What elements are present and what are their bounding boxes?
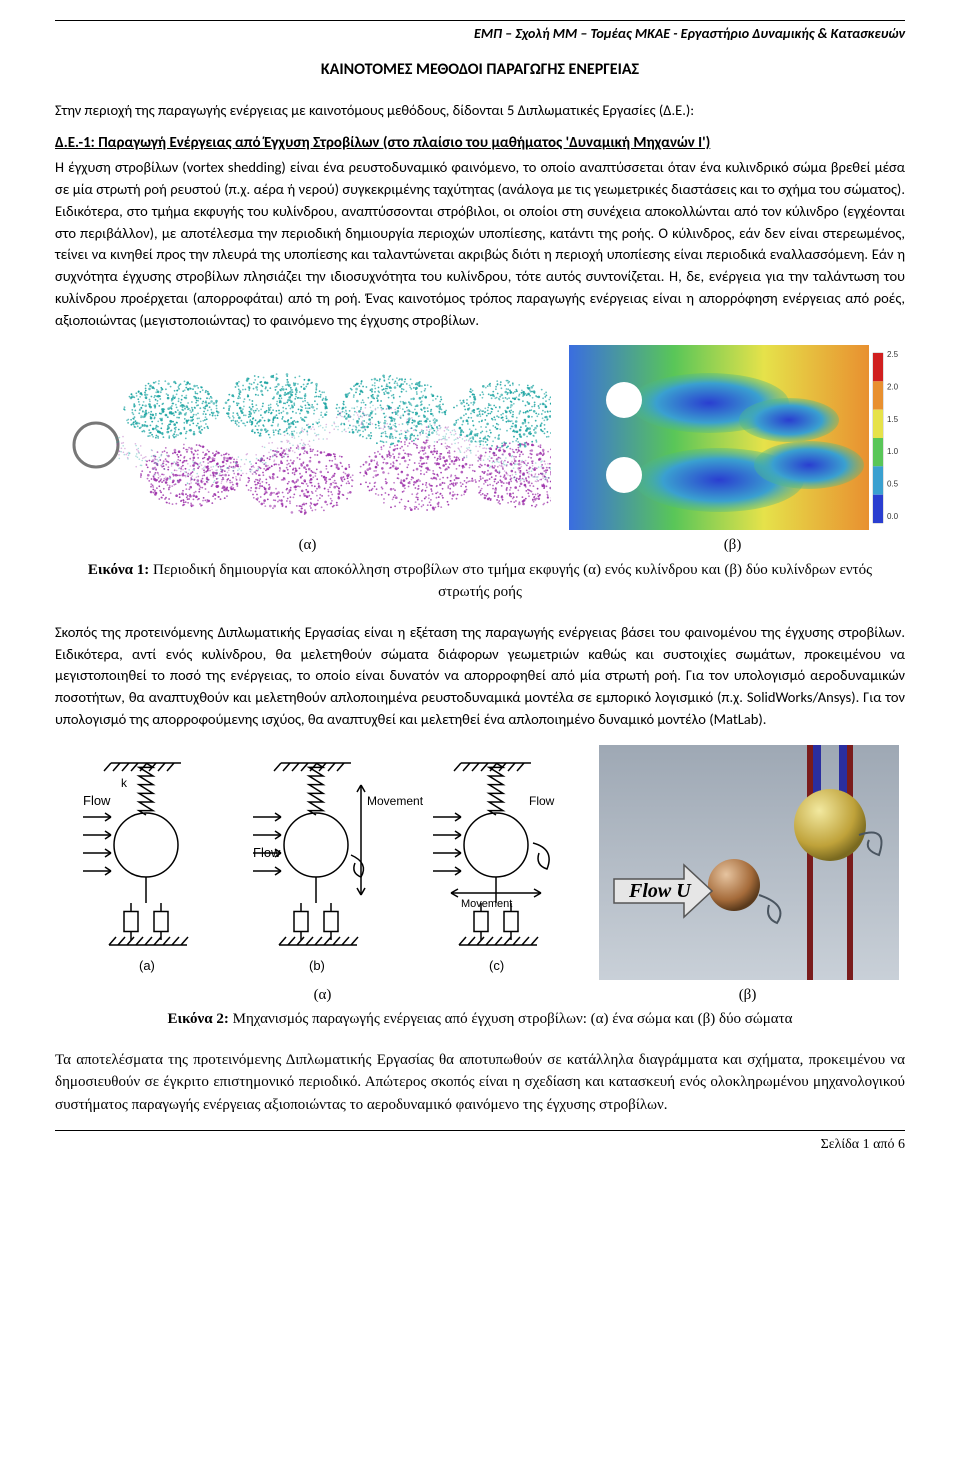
figure-1a bbox=[61, 345, 551, 530]
figure-2a-label: (α) bbox=[63, 984, 583, 1007]
figure-2b-label: (β) bbox=[598, 984, 898, 1007]
figure-1b: 2.5 2.0 1.5 1.0 0.5 0.0 bbox=[569, 345, 899, 530]
figure-2-caption-bold: Εικόνα 2: bbox=[167, 1011, 228, 1027]
figure-2-caption: Εικόνα 2: Μηχανισμός παραγωγής ενέργειας… bbox=[55, 1008, 905, 1031]
svg-text:Movement: Movement bbox=[461, 898, 512, 910]
svg-text:0.0: 0.0 bbox=[887, 512, 899, 521]
figure-1-row: 2.5 2.0 1.5 1.0 0.5 0.0 bbox=[55, 345, 905, 530]
svg-text:1.5: 1.5 bbox=[887, 415, 899, 424]
figure-2-row: Flowk(a)MovementFlow(b)MovementFlow(c) bbox=[55, 745, 905, 980]
svg-text:(a): (a) bbox=[139, 958, 155, 973]
svg-text:(c): (c) bbox=[489, 958, 504, 973]
svg-text:1.0: 1.0 bbox=[887, 447, 899, 456]
svg-text:Movement: Movement bbox=[367, 794, 424, 808]
header-right: ΕΜΠ – Σχολή ΜΜ – Τομέας ΜΚΑΕ - Εργαστήρι… bbox=[55, 23, 905, 50]
footer-page: Σελίδα 1 από 6 bbox=[55, 1131, 905, 1155]
closing-text: Τα αποτελέσματα της προτεινόμενης Διπλωμ… bbox=[55, 1049, 905, 1117]
section-1-body: Η έγχυση στροβίλων (vortex shedding) είν… bbox=[55, 157, 905, 331]
figure-1b-label: (β) bbox=[568, 534, 898, 557]
figure-1-caption-text: Περιοδική δημιουργία και αποκόλληση στρο… bbox=[149, 562, 872, 601]
section-2-body: Σκοπός της προτεινόμενης Διπλωματικής Ερ… bbox=[55, 622, 905, 731]
svg-text:k: k bbox=[121, 776, 128, 790]
svg-text:Flow: Flow bbox=[529, 794, 555, 808]
header-rule bbox=[55, 20, 905, 21]
page-title: ΚΑΙΝΟΤΟΜΕΣ ΜΕΘΟΔΟΙ ΠΑΡΑΓΩΓΗΣ ΕΝΕΡΓΕΙΑΣ bbox=[55, 58, 905, 82]
svg-text:2.5: 2.5 bbox=[887, 350, 899, 359]
svg-text:Flow: Flow bbox=[253, 845, 281, 860]
section-1-head: Δ.Ε.-1: Παραγωγή Ενέργειας από Έγχυση Στ… bbox=[55, 132, 905, 155]
figure-1-caption: Εικόνα 1: Περιοδική δημιουργία και αποκό… bbox=[55, 559, 905, 604]
svg-text:Flow: Flow bbox=[83, 793, 111, 808]
figure-2-sublabels: (α) (β) bbox=[55, 984, 905, 1007]
figure-1-caption-bold: Εικόνα 1: bbox=[88, 562, 149, 578]
figure-2-caption-text: Μηχανισμός παραγωγής ενέργειας από έγχυσ… bbox=[229, 1011, 793, 1027]
intro-text: Στην περιοχή της παραγωγής ενέργειας με … bbox=[55, 100, 905, 122]
figure-2b: Flow U bbox=[599, 745, 899, 980]
svg-text:2.0: 2.0 bbox=[887, 383, 899, 392]
flow-u-label: Flow U bbox=[628, 880, 692, 902]
figure-1-sublabels: (α) (β) bbox=[55, 534, 905, 557]
svg-text:0.5: 0.5 bbox=[887, 480, 899, 489]
figure-1a-label: (α) bbox=[63, 534, 553, 557]
svg-text:(b): (b) bbox=[309, 958, 325, 973]
figure-2a: Flowk(a)MovementFlow(b)MovementFlow(c) bbox=[61, 745, 581, 980]
